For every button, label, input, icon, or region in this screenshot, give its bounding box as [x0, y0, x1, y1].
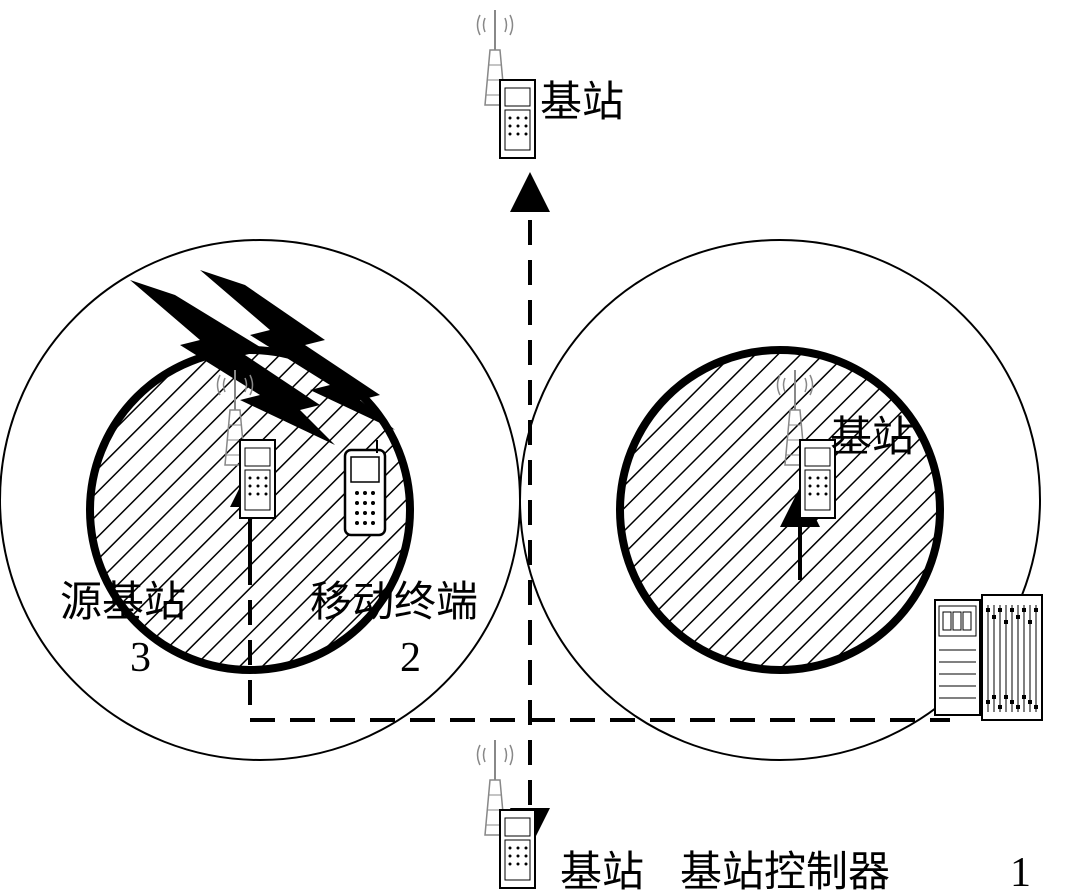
label-mobile-terminal: 移动终端: [310, 580, 478, 626]
label-bottom-bs: 基站: [560, 850, 644, 896]
base-station-top-icon: [470, 10, 535, 160]
mobile-terminal-icon: [345, 440, 385, 535]
label-mobile-terminal-num: 2: [400, 635, 421, 681]
label-bsc-num: 1: [1010, 850, 1031, 896]
base-station-bottom-icon: [478, 740, 536, 888]
label-right-bs: 基站: [830, 415, 914, 461]
label-bsc: 基站控制器: [680, 850, 890, 896]
label-source-bs-num: 3: [130, 635, 151, 681]
label-source-bs: 源基站: [60, 580, 186, 626]
label-top-bs: 基站: [540, 80, 624, 126]
bsc-device-icon: [935, 595, 1042, 720]
